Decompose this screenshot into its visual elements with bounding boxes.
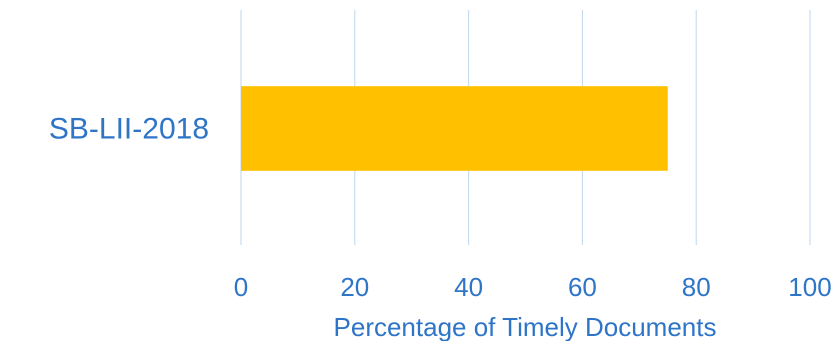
x-tick-label: 0	[234, 272, 248, 302]
x-tick-label: 100	[788, 272, 831, 302]
category-labels: SB-LII-2018	[49, 113, 209, 146]
x-tick-label: 40	[454, 272, 483, 302]
x-tick-label: 20	[340, 272, 369, 302]
category-label: SB-LII-2018	[49, 113, 209, 146]
bar-sb-lii-2018	[241, 86, 668, 171]
x-tick-label: 60	[568, 272, 597, 302]
x-tick-labels: 0 20 40 60 80 100	[234, 272, 832, 302]
bars	[241, 86, 668, 171]
x-tick-label: 80	[682, 272, 711, 302]
x-axis-title: Percentage of Timely Documents	[334, 312, 717, 341]
